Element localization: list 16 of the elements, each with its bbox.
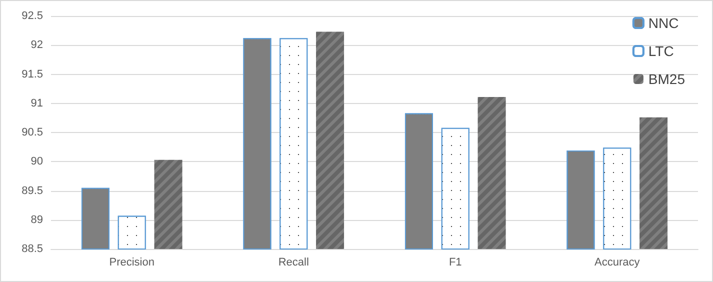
legend-label: BM25 <box>648 71 686 87</box>
y-tick-label: 89 <box>30 214 43 226</box>
y-tick-label: 90.5 <box>22 126 43 138</box>
x-tick-label: Accuracy <box>594 256 640 268</box>
x-tick-label: Precision <box>109 256 154 268</box>
y-tick-label: 91 <box>30 97 43 110</box>
legend-label: NNC <box>648 15 679 31</box>
y-tick-label: 88.5 <box>22 243 43 255</box>
legend-label: LTC <box>648 43 674 59</box>
y-tick-label: 91.5 <box>22 68 43 80</box>
y-tick-label: 89.5 <box>22 184 43 197</box>
y-tick-label: 90 <box>30 156 43 168</box>
x-tick-label: Recall <box>278 256 309 268</box>
x-tick-label: F1 <box>448 256 462 268</box>
y-tick-label: 92.5 <box>22 10 43 22</box>
y-tick-label: 92 <box>30 39 43 52</box>
